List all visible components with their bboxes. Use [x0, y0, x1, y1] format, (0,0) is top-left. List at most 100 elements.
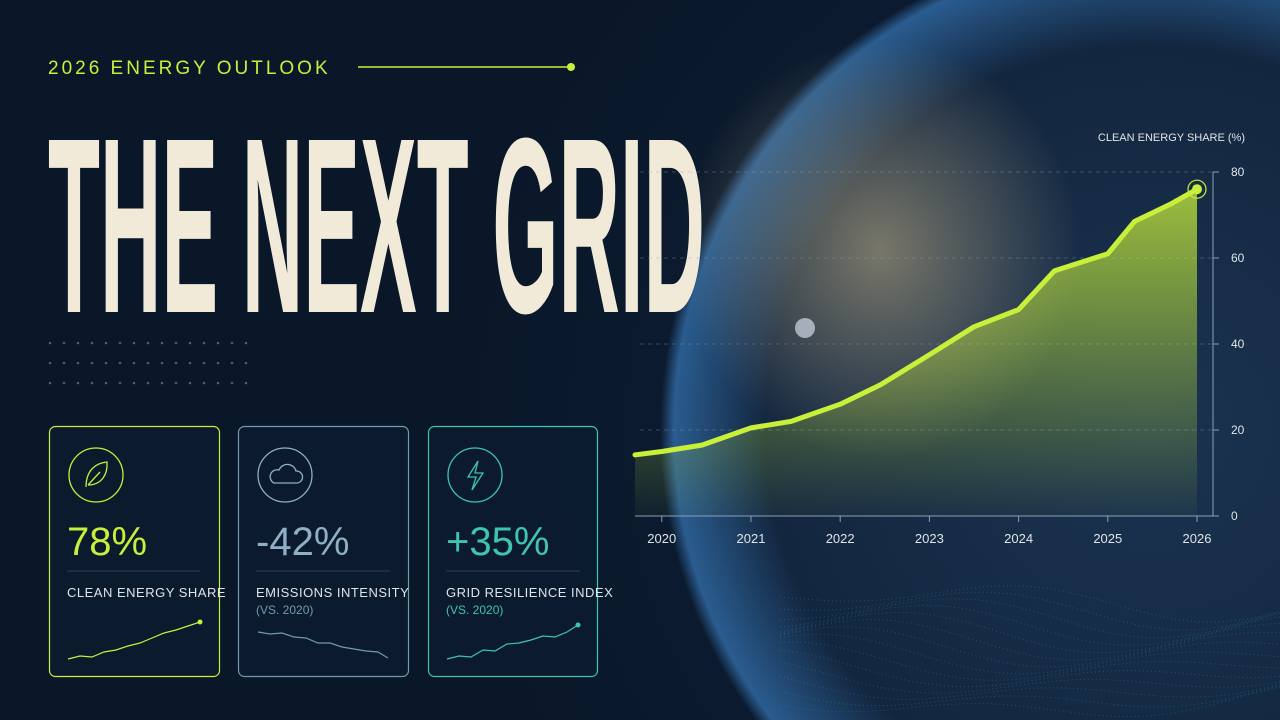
- dot: [146, 341, 150, 345]
- dot: [230, 341, 234, 345]
- dot: [174, 361, 178, 365]
- dot: [202, 341, 206, 345]
- end-marker: [1192, 184, 1202, 195]
- card: -42% EMISSIONS INTENSITY (VS. 2020): [237, 425, 410, 678]
- dot: [76, 341, 80, 345]
- dot: [48, 361, 52, 365]
- wave: [779, 641, 1280, 681]
- card-sublabel: (VS. 2020): [256, 603, 313, 617]
- sparkline: [67, 621, 201, 660]
- dot: [188, 341, 192, 345]
- dot: [216, 341, 220, 345]
- dot: [76, 381, 80, 385]
- wave: [779, 611, 1280, 654]
- dot: [48, 341, 52, 345]
- card-icon: [68, 447, 124, 503]
- dot: [230, 361, 234, 365]
- y-tick-label: 40: [1231, 337, 1245, 351]
- y-tick-label: 80: [1231, 165, 1245, 179]
- end-marker-ring: [1187, 179, 1207, 199]
- dot: [216, 381, 220, 385]
- x-tick-label: 2026: [1183, 531, 1212, 546]
- line: [632, 186, 1200, 458]
- dot: [118, 361, 122, 365]
- wave: [779, 604, 1280, 646]
- dot-grid: [48, 341, 248, 385]
- x-tick-label: 2024: [1004, 531, 1033, 546]
- dot: [62, 381, 66, 385]
- dot: [202, 361, 206, 365]
- bolt-icon: [466, 460, 485, 491]
- sparkline: [257, 631, 389, 659]
- y-axis-label: CLEAN ENERGY SHARE (%): [1098, 132, 1245, 144]
- dot: [104, 361, 108, 365]
- headline: THE NEXT GRID: [48, 86, 705, 365]
- eyebrow-dot: [567, 63, 575, 71]
- x-tick-label: 2020: [647, 531, 676, 546]
- card-value: 78%: [67, 520, 147, 564]
- dot: [118, 341, 122, 345]
- sparkline: [446, 624, 579, 660]
- dot: [132, 381, 136, 385]
- dot: [146, 381, 150, 385]
- y-tick-label: 20: [1231, 423, 1245, 437]
- x-tick-label: 2022: [826, 531, 855, 546]
- wave: [779, 685, 1280, 708]
- dot: [160, 381, 164, 385]
- dot: [160, 341, 164, 345]
- dot: [146, 361, 150, 365]
- card-label: CLEAN ENERGY SHARE: [67, 585, 226, 600]
- x-tick-label: 2021: [737, 531, 766, 546]
- dot: [132, 341, 136, 345]
- y-tick-label: 60: [1231, 251, 1245, 265]
- dot: [188, 381, 192, 385]
- card-border: [427, 425, 599, 678]
- card-border: [48, 425, 221, 678]
- dot: [230, 381, 234, 385]
- leaf-icon: [85, 461, 108, 488]
- dot: [174, 381, 178, 385]
- dot: [188, 361, 192, 365]
- dot: [174, 341, 178, 345]
- dot: [244, 341, 248, 345]
- wave: [779, 598, 1280, 639]
- dot: [202, 381, 206, 385]
- sparkline-dot: [575, 622, 581, 628]
- card: 78% CLEAN ENERGY SHARE: [48, 425, 226, 678]
- card-value: +35%: [446, 520, 549, 564]
- wave: [779, 626, 1280, 668]
- card-icon: [257, 447, 313, 503]
- dot: [76, 361, 80, 365]
- card-value: -42%: [256, 520, 349, 564]
- dot: [118, 381, 122, 385]
- dot: [160, 361, 164, 365]
- dot: [104, 341, 108, 345]
- eyebrow: 2026 ENERGY OUTLOOK: [48, 58, 331, 79]
- dot: [48, 381, 52, 385]
- x-tick-label: 2025: [1093, 531, 1122, 546]
- dot: [62, 361, 66, 365]
- sparkline-dot: [197, 619, 203, 625]
- city-glow: [795, 318, 815, 338]
- wave: [779, 618, 1280, 661]
- dot: [244, 361, 248, 365]
- card-border: [237, 425, 410, 678]
- card: +35% GRID RESILIENCE INDEX (VS. 2020): [427, 425, 613, 678]
- card-label: EMISSIONS INTENSITY: [256, 585, 409, 600]
- dot: [90, 381, 94, 385]
- card-sublabel: (VS. 2020): [446, 603, 503, 617]
- wave-pattern: [779, 585, 1280, 718]
- card-label: GRID RESILIENCE INDEX: [446, 585, 613, 600]
- wave: [779, 675, 1280, 700]
- dot: [216, 361, 220, 365]
- card-icon: [447, 447, 503, 503]
- chart: 0 20 40 60 80 2020 2021 2022 2023 2024 2025 2026: [632, 165, 1245, 546]
- x-tick-label: 2023: [915, 531, 944, 546]
- cloud-icon: [269, 463, 304, 484]
- dot: [104, 381, 108, 385]
- dot: [62, 341, 66, 345]
- dot: [244, 381, 248, 385]
- dot: [90, 341, 94, 345]
